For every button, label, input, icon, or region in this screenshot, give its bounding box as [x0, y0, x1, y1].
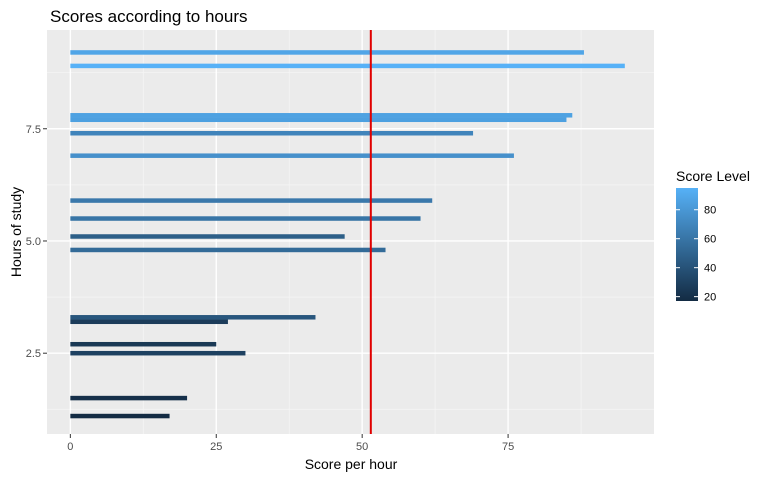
- bar: [70, 319, 228, 325]
- x-tick-label: 25: [210, 441, 222, 453]
- legend-tick-label: 60: [704, 234, 716, 246]
- bars: [70, 50, 625, 419]
- bar: [70, 113, 573, 118]
- bar: [70, 130, 474, 136]
- bar: [70, 341, 217, 347]
- color-legend: Score Level 20 40 60 80: [676, 168, 750, 304]
- legend-title: Score Level: [676, 168, 750, 184]
- bar: [70, 234, 345, 239]
- bar: [70, 350, 246, 356]
- x-tick-label: 75: [502, 441, 514, 453]
- x-tick-label: 50: [356, 441, 368, 453]
- bar: [70, 117, 567, 123]
- chart-title: Scores according to hours: [50, 7, 248, 26]
- x-axis-ticks: 0 25 50 75: [67, 434, 514, 453]
- bar: [70, 153, 514, 158]
- bar: [70, 50, 584, 55]
- y-tick-label: 7.5: [26, 124, 41, 136]
- bar: [70, 216, 421, 221]
- bar: [70, 395, 188, 401]
- x-tick-label: 0: [67, 441, 73, 453]
- y-axis-ticks: 2.5 5.0 7.5: [26, 124, 47, 360]
- bar: [70, 247, 386, 253]
- plot-panel: [47, 30, 654, 434]
- legend-colorbar: [676, 188, 698, 301]
- bar: [70, 63, 625, 69]
- legend-tick-label: 80: [704, 205, 716, 217]
- bar: [70, 413, 170, 419]
- y-axis-title: Hours of study: [8, 187, 24, 277]
- grid-lines: [47, 30, 654, 434]
- legend-tick-label: 40: [704, 263, 716, 275]
- bar: [70, 198, 433, 203]
- y-tick-label: 2.5: [26, 348, 41, 360]
- bar: [70, 315, 316, 320]
- legend-ticks: 20 40 60 80: [676, 205, 716, 304]
- x-axis-title: Score per hour: [305, 456, 398, 472]
- legend-tick-label: 20: [704, 292, 716, 304]
- y-tick-label: 5.0: [26, 236, 41, 248]
